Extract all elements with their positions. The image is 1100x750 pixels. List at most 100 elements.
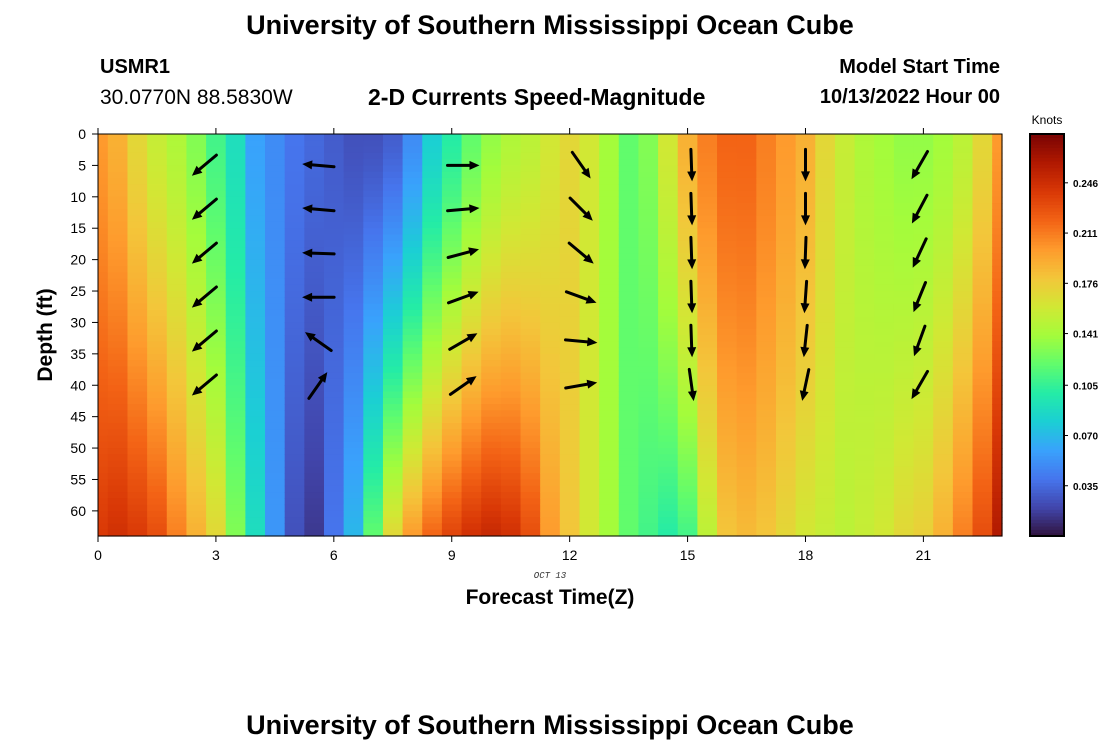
colorbar-segment [1030,391,1064,396]
heatmap-cell [599,397,620,405]
heatmap-cell [972,335,993,342]
heatmap-cell [166,372,188,380]
heatmap-cell [304,397,325,405]
heatmap-cell [638,485,659,493]
colorbar-segment [1030,144,1064,148]
current-arrow [446,160,480,170]
heatmap-cell [933,523,954,531]
heatmap-cell [854,291,875,298]
heatmap-cell [913,517,934,525]
heatmap-cell [579,372,600,380]
heatmap-cell [736,159,757,167]
arrow-head [687,171,697,182]
heatmap-cell [756,284,777,292]
heatmap-cell [265,435,286,443]
colorbar-segment [1030,157,1064,162]
heatmap-cell [579,265,600,273]
heatmap-cell [756,234,777,242]
heatmap-cell [756,454,777,462]
heatmap-cell [284,448,305,455]
heatmap-cell [599,196,620,204]
heatmap-cell [638,410,659,418]
heatmap-cell [599,221,620,229]
heatmap-cell [893,278,915,286]
heatmap-cell [206,404,227,411]
heatmap-cell [756,504,777,512]
heatmap-cell [166,529,188,537]
heatmap-cell [225,485,246,493]
heatmap-cell [854,529,875,537]
heatmap-cell [559,203,581,210]
heatmap-cell [402,284,423,292]
heatmap-cell [520,347,541,355]
heatmap-cell [461,328,482,336]
heatmap-cell [343,203,364,210]
heatmap-cell [933,134,954,141]
heatmap-cell [402,523,423,531]
heatmap-cell [225,378,246,386]
heatmap-cell [206,316,227,324]
heatmap-cell [559,297,581,305]
heatmap-cell [559,322,581,330]
heatmap-cell [677,265,698,273]
heatmap-cell [304,473,325,481]
heatmap-cell [559,140,581,148]
heatmap-cell [618,492,640,499]
heatmap-cell [147,253,168,261]
heatmap-cell [717,322,738,330]
heatmap-cell [324,234,345,242]
colorbar-segment [1030,418,1064,423]
heatmap-cell [776,171,797,179]
heatmap-cell [697,397,718,405]
heatmap-cell [992,435,1003,443]
heatmap-cell [776,228,797,236]
colorbar-segment [1030,519,1064,524]
colorbar-segment [1030,224,1064,229]
arrow-head [469,160,480,170]
heatmap-cell [363,460,384,468]
heatmap-cell [402,404,423,411]
heatmap-cell [107,353,129,361]
plot-frame [97,133,1003,537]
heatmap-cell [481,209,502,217]
heatmap-cell [265,316,286,324]
arrow-head [583,253,594,264]
heatmap-cell [206,322,227,330]
heatmap-cell [677,247,698,254]
heatmap-cell [422,240,443,248]
heatmap-cell [638,284,659,292]
heatmap-cell [658,159,679,167]
heatmap-cell [559,190,581,198]
heatmap-cell [343,517,364,525]
heatmap-cell [206,391,227,399]
heatmap-cell [500,221,522,229]
heatmap-cell [717,473,738,481]
heatmap-cell [284,372,305,380]
heatmap-cell [540,422,561,430]
heatmap-cell [854,397,875,405]
heatmap-cell [992,159,1003,167]
heatmap-cell [854,391,875,399]
heatmap-cell [913,209,934,217]
heatmap-cell [402,448,423,455]
heatmap-cell [245,448,266,455]
heatmap-cell [225,479,246,487]
colorbar-segment [1030,405,1064,410]
heatmap-cell [402,165,423,173]
arrow-head [191,253,203,264]
heatmap-cell [500,134,522,141]
heatmap-cell [658,378,679,386]
heatmap-cell [972,316,993,324]
heatmap-cell [147,259,168,267]
heatmap-cell [363,353,384,361]
heatmap-cell [638,309,659,317]
heatmap-cell [638,215,659,223]
heatmap-cell [893,209,915,217]
heatmap-cell [441,441,463,449]
heatmap-cell [245,510,266,518]
colorbar-tick-label: 0.211 [1073,229,1098,240]
colorbar-segment [1030,137,1064,142]
heatmap-cell [265,140,286,148]
heatmap-cell [324,435,345,443]
heatmap-cell [697,360,718,368]
